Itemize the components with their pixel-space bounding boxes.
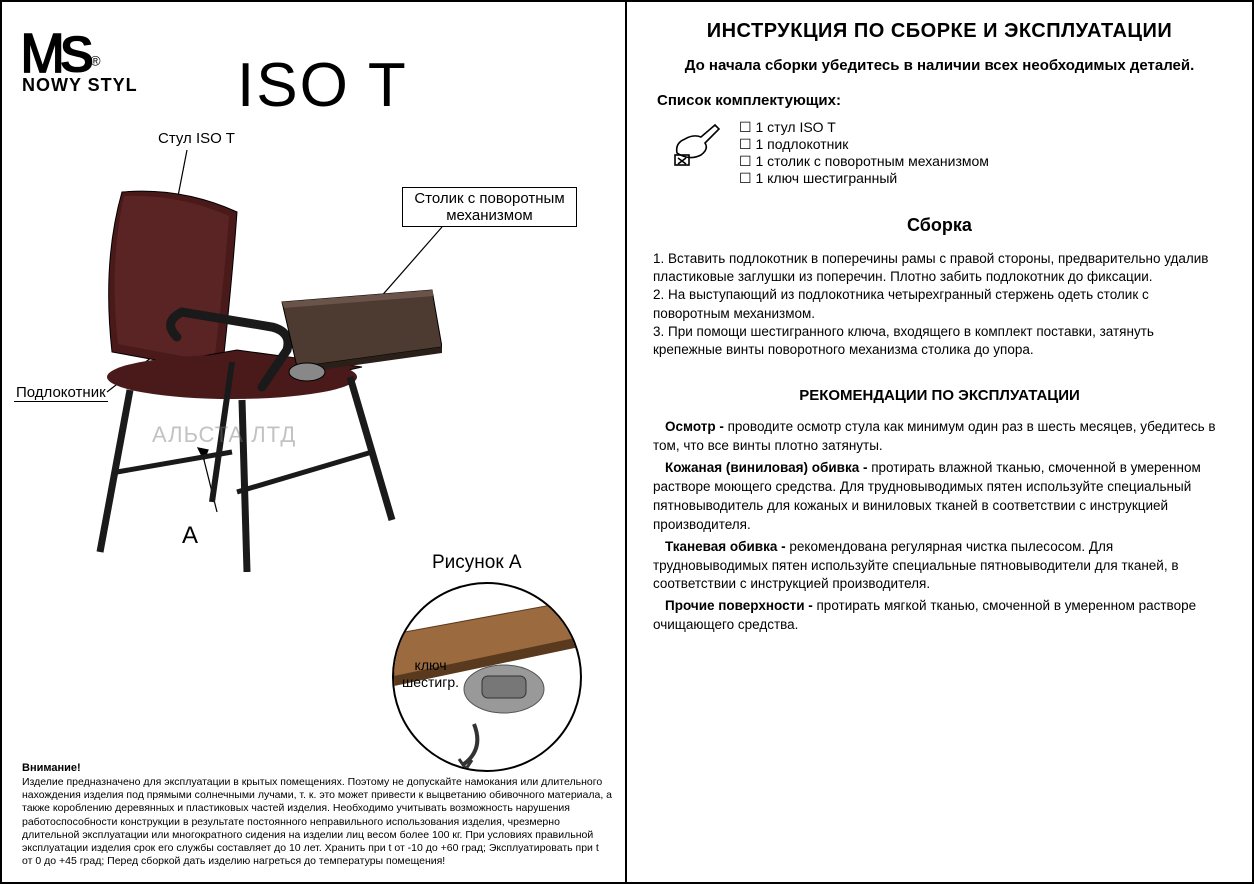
watermark: АЛЬСТА ЛТД <box>152 422 296 448</box>
diagram: Стул ISO T Столик с поворотным механизмо… <box>22 132 612 692</box>
reco-item: Тканевая обивка - рекомендована регулярн… <box>653 538 1226 595</box>
reco-item: Кожаная (виниловая) обивка - протирать в… <box>653 459 1226 535</box>
figure-label: Рисунок А <box>432 552 522 574</box>
warning-text: Изделие предназначено для эксплуатации в… <box>22 776 612 867</box>
parts-header: Список комплектующих: <box>657 92 1226 109</box>
parts-list: 1 стул ISO T 1 подлокотник 1 столик с по… <box>739 119 989 187</box>
part-item: 1 подлокотник <box>739 136 989 153</box>
point-letter: А <box>182 522 198 550</box>
step: 1. Вставить подлокотник в поперечины рам… <box>653 250 1226 286</box>
logo-text: NOWY STYL <box>22 75 138 96</box>
logo-reg: ® <box>90 53 100 69</box>
assembly-header: Сборка <box>653 215 1226 236</box>
subtitle: До начала сборки убедитесь в наличии все… <box>653 57 1226 74</box>
assembly-steps: 1. Вставить подлокотник в поперечины рам… <box>653 250 1226 359</box>
hand-pen-icon <box>671 119 727 187</box>
reco-block: Осмотр - проводите осмотр стула как мини… <box>653 418 1226 635</box>
left-panel: ᎷS® NOWY STYL ISO T Стул ISO T Столик с … <box>2 2 627 882</box>
part-item: 1 стул ISO T <box>739 119 989 136</box>
warning-title: Внимание! <box>22 762 81 774</box>
reco-item: Прочие поверхности - протирать мягкой тк… <box>653 597 1226 635</box>
warning-box: Внимание! Изделие предназначено для эксп… <box>22 762 612 868</box>
chair-illustration <box>82 172 442 572</box>
page-title: ИНСТРУКЦИЯ ПО СБОРКЕ И ЭКСПЛУАТАЦИИ <box>653 20 1226 43</box>
logo: ᎷS® NOWY STYL <box>22 32 138 96</box>
product-title: ISO T <box>237 50 408 121</box>
reco-header: РЕКОМЕНДАЦИИ ПО ЭКСПЛУАТАЦИИ <box>653 387 1226 404</box>
step: 2. На выступающий из подлокотника четыре… <box>653 286 1226 322</box>
right-panel: ИНСТРУКЦИЯ ПО СБОРКЕ И ЭКСПЛУАТАЦИИ До н… <box>627 2 1252 882</box>
reco-item: Осмотр - проводите осмотр стула как мини… <box>653 418 1226 456</box>
part-item: 1 ключ шестигранный <box>739 170 989 187</box>
step: 3. При помощи шестигранного ключа, входя… <box>653 323 1226 359</box>
part-item: 1 столик с поворотным механизмом <box>739 153 989 170</box>
key-label: ключ шестигр. <box>402 657 459 691</box>
